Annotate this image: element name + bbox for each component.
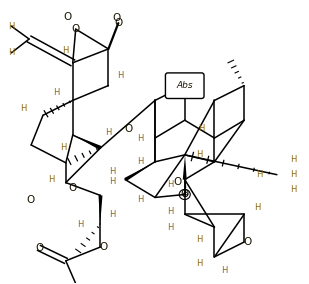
Text: ⊕: ⊕	[181, 190, 188, 199]
Text: O: O	[114, 18, 122, 28]
Text: H: H	[63, 46, 69, 55]
Text: H: H	[167, 207, 173, 216]
Text: H: H	[105, 128, 112, 137]
Text: H: H	[8, 48, 15, 57]
Text: O: O	[112, 13, 120, 23]
Text: H: H	[197, 235, 203, 244]
Text: H: H	[290, 170, 297, 179]
Text: H: H	[256, 170, 262, 179]
Text: H: H	[137, 195, 143, 204]
Polygon shape	[183, 155, 187, 179]
Text: H: H	[78, 220, 84, 229]
Text: H: H	[8, 22, 15, 31]
Text: O: O	[72, 24, 80, 34]
Text: O: O	[26, 195, 35, 205]
Text: H: H	[197, 259, 203, 268]
Text: H: H	[221, 266, 227, 275]
Text: O: O	[243, 237, 252, 247]
Text: H: H	[137, 157, 143, 166]
Text: H: H	[109, 177, 116, 186]
Text: O: O	[99, 242, 108, 252]
Text: H: H	[48, 175, 54, 184]
Text: H: H	[60, 143, 66, 153]
Text: H: H	[198, 124, 205, 133]
Text: H: H	[167, 180, 173, 189]
Polygon shape	[124, 162, 155, 181]
Text: H: H	[290, 185, 297, 194]
Text: H: H	[290, 155, 297, 164]
Text: O: O	[63, 12, 71, 22]
Text: H: H	[117, 71, 124, 80]
Text: O: O	[68, 183, 77, 193]
Polygon shape	[99, 195, 103, 224]
Text: O: O	[124, 124, 133, 133]
Text: H: H	[109, 210, 116, 219]
Text: O: O	[173, 177, 182, 187]
Text: O: O	[35, 243, 43, 253]
Text: H: H	[53, 88, 59, 97]
Text: H: H	[167, 223, 173, 232]
Text: Abs: Abs	[176, 81, 193, 90]
Text: O: O	[180, 189, 189, 199]
FancyBboxPatch shape	[165, 73, 204, 99]
Text: H: H	[254, 203, 260, 212]
Text: H: H	[109, 167, 116, 176]
Text: H: H	[20, 104, 26, 113]
Polygon shape	[73, 135, 102, 150]
Text: H: H	[137, 133, 143, 143]
Text: H: H	[197, 150, 203, 159]
